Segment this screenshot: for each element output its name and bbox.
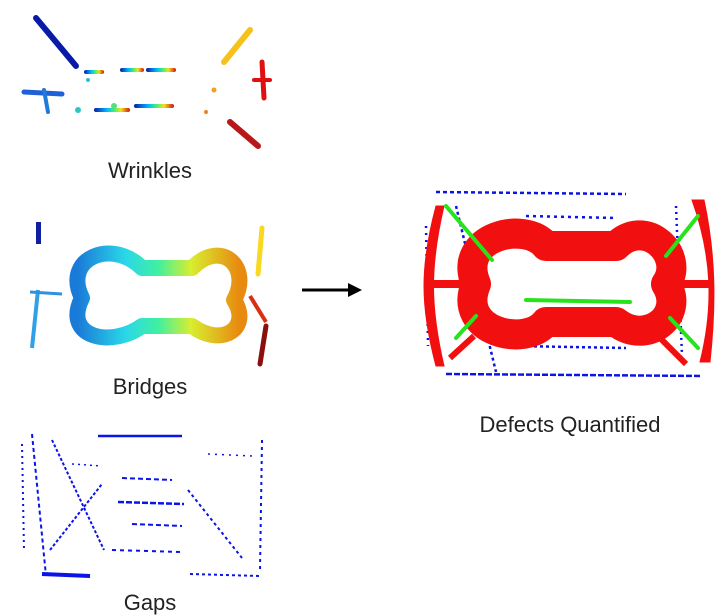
gaps-plot — [21, 433, 263, 578]
wrinkles-plot — [21, 15, 272, 149]
defects-quantified-label: Defects Quantified — [479, 412, 661, 437]
wrinkles-label: Wrinkles — [108, 158, 192, 183]
defects-quantified-plot — [423, 190, 715, 378]
bridges-label: Bridges — [112, 374, 188, 399]
gaps-panel — [12, 430, 274, 580]
bridges-panel — [22, 218, 280, 368]
gaps-label: Gaps — [123, 590, 177, 615]
arrow-right-icon — [302, 283, 362, 297]
bridges-plot — [29, 222, 269, 367]
arrow — [300, 278, 364, 302]
defects-quantified-panel — [416, 186, 716, 382]
wrinkles-panel — [18, 10, 280, 150]
